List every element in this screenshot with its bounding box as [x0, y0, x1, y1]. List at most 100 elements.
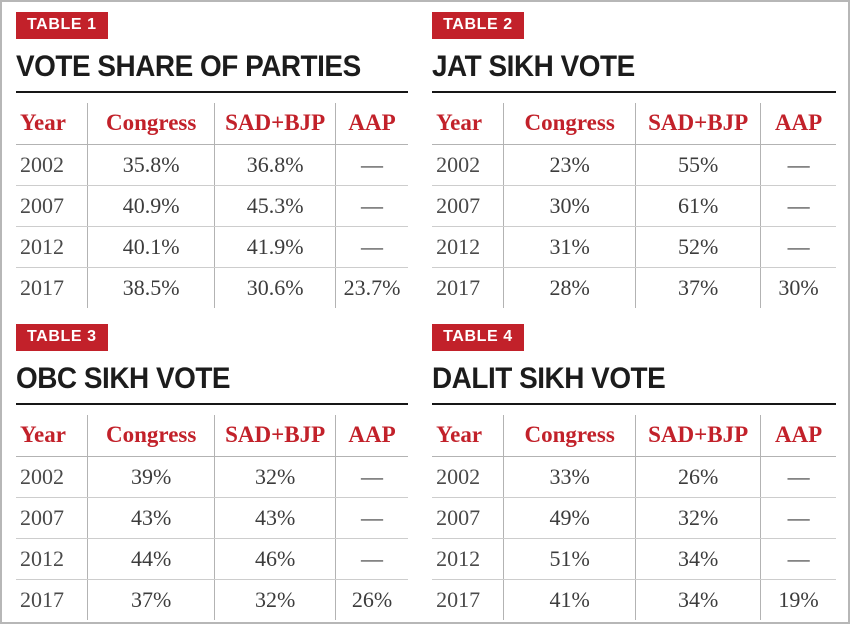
- value-cell: 46%: [215, 539, 336, 579]
- value-cell: —: [787, 546, 810, 571]
- value-cell: 61%: [636, 186, 762, 226]
- year-cell: 2007: [16, 186, 88, 226]
- table-block: TABLE 3 OBC SIKH VOTE Year Congress SAD+BJ…: [16, 324, 409, 620]
- title-rule: [16, 91, 409, 93]
- column-header: Congress: [88, 415, 216, 456]
- table-row: 2012 44% 46% —: [16, 539, 409, 580]
- table-row: 2002 35.8% 36.8% —: [16, 145, 409, 186]
- value-cell: —: [787, 234, 810, 259]
- table-badge: TABLE 3: [16, 324, 108, 351]
- table-row: 2002 33% 26% —: [432, 457, 836, 498]
- value-cell: 55%: [636, 145, 762, 185]
- value-cell: 43%: [215, 498, 336, 538]
- table-badge: TABLE 4: [432, 324, 524, 351]
- value-cell: 51%: [504, 539, 637, 579]
- value-cell: 35.8%: [88, 145, 216, 185]
- header-row: Year Congress SAD+BJP AAP: [16, 415, 409, 457]
- table-badge: TABLE 1: [16, 12, 108, 39]
- column-header: AAP: [348, 110, 396, 135]
- value-cell: —: [787, 464, 810, 489]
- title-rule: [432, 403, 836, 405]
- table-row: 2007 43% 43% —: [16, 498, 409, 539]
- column-header: AAP: [774, 110, 823, 135]
- column-header: Congress: [88, 103, 216, 144]
- table-body: 2002 23% 55% —2007 30% 61% —2012 31% 52% —2017 28%…: [432, 145, 836, 308]
- value-cell: 32%: [215, 457, 336, 497]
- value-cell: 30%: [504, 186, 637, 226]
- table-block: TABLE 2 JAT SIKH VOTE Year Congress SAD+BJ…: [432, 12, 836, 308]
- value-cell: 28%: [504, 268, 637, 308]
- table-body: 2002 39% 32% —2007 43% 43% —2012 44% 46% —2017 37%…: [16, 457, 409, 620]
- value-cell: 26%: [636, 457, 762, 497]
- column-header: SAD+BJP: [215, 415, 336, 456]
- value-cell: 45.3%: [215, 186, 336, 226]
- table-row: 2017 41% 34% 19%: [432, 580, 836, 620]
- year-cell: 2002: [16, 457, 88, 497]
- column-header: SAD+BJP: [636, 415, 762, 456]
- table-body: 2002 33% 26% — 2007 49% 32% — 2012 51% 34% — 2017 41%…: [432, 457, 836, 620]
- value-cell: 36.8%: [215, 145, 336, 185]
- column-header: Year: [16, 103, 88, 144]
- year-cell: 2017: [432, 268, 505, 308]
- value-cell: 32%: [636, 498, 762, 538]
- value-cell: 34%: [636, 580, 762, 620]
- table-title: OBC SIKH VOTE: [16, 362, 231, 395]
- year-cell: 2017: [16, 268, 88, 308]
- value-cell: 52%: [636, 227, 762, 267]
- value-cell: 23.7%: [343, 275, 401, 300]
- value-cell: 32%: [215, 580, 336, 620]
- table-row: 2012 51% 34% —: [432, 539, 836, 580]
- year-cell: 2012: [16, 227, 88, 267]
- value-cell: 43%: [88, 498, 216, 538]
- table-title: JAT SIKH VOTE: [432, 50, 635, 83]
- table-title: VOTE SHARE OF PARTIES: [16, 50, 361, 83]
- value-cell: 31%: [504, 227, 637, 267]
- value-cell: 30%: [778, 275, 819, 300]
- year-cell: 2012: [432, 539, 505, 579]
- table-row: 2007 30% 61% —: [432, 186, 836, 227]
- value-cell: —: [361, 193, 384, 218]
- value-cell: —: [361, 505, 384, 530]
- value-cell: 37%: [636, 268, 762, 308]
- value-cell: —: [787, 193, 810, 218]
- value-cell: —: [361, 546, 384, 571]
- column-header: Year: [16, 415, 88, 456]
- year-cell: 2002: [432, 457, 505, 497]
- value-cell: 30.6%: [215, 268, 336, 308]
- value-cell: 49%: [504, 498, 637, 538]
- value-cell: 41%: [504, 580, 637, 620]
- value-cell: 26%: [351, 587, 393, 612]
- column-header: AAP: [774, 422, 823, 447]
- value-cell: 40.9%: [88, 186, 216, 226]
- table-row: 2002 39% 32% —: [16, 457, 409, 498]
- header-row: Year Congress SAD+BJP AAP: [16, 103, 409, 145]
- title-rule: [16, 403, 409, 405]
- year-cell: 2007: [432, 186, 505, 226]
- column-header: Congress: [504, 415, 637, 456]
- year-cell: 2002: [16, 145, 88, 185]
- value-cell: —: [361, 234, 384, 259]
- table-row: 2007 40.9% 45.3% —: [16, 186, 409, 227]
- title-rule: [432, 91, 836, 93]
- column-header: SAD+BJP: [215, 103, 336, 144]
- table-body: 2002 35.8% 36.8% —2007 40.9% 45.3% —2012 40.1% 4…: [16, 145, 409, 308]
- year-cell: 2002: [432, 145, 505, 185]
- table-block: TABLE 1 VOTE SHARE OF PARTIES Year Congre…: [16, 12, 409, 308]
- value-cell: 34%: [636, 539, 762, 579]
- value-cell: —: [361, 464, 384, 489]
- year-cell: 2012: [432, 227, 505, 267]
- table-row: 2012 40.1% 41.9% —: [16, 227, 409, 268]
- header-row: Year Congress SAD+BJP AAP: [432, 415, 836, 457]
- value-cell: —: [787, 505, 810, 530]
- table-title: DALIT SIKH VOTE: [432, 362, 666, 395]
- value-cell: —: [361, 152, 384, 177]
- table-badge: TABLE 2: [432, 12, 524, 39]
- year-cell: 2007: [16, 498, 88, 538]
- column-header: Year: [432, 103, 505, 144]
- table-row: 2012 31% 52% —: [432, 227, 836, 268]
- year-cell: 2012: [16, 539, 88, 579]
- table-block: TABLE 4 DALIT SIKH VOTE Year Congress SAD+…: [432, 324, 836, 620]
- table-row: 2017 38.5% 30.6% 23.7%: [16, 268, 408, 308]
